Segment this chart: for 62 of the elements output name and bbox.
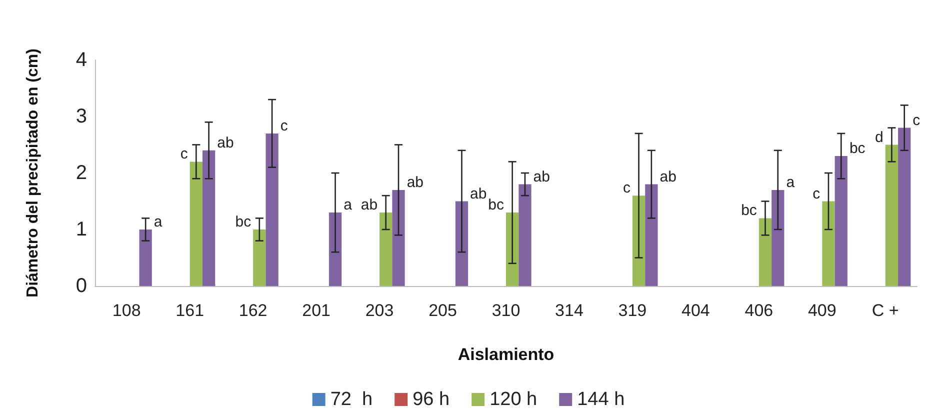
bar <box>632 196 646 286</box>
bar <box>898 128 911 286</box>
bar <box>392 190 405 286</box>
bar <box>506 212 519 286</box>
data-label: a <box>154 214 163 230</box>
data-label: ab <box>360 196 378 214</box>
bar <box>455 201 468 286</box>
data-label: ab <box>660 168 676 186</box>
x-tick-label: 108 <box>112 301 141 320</box>
x-tick-label: 314 <box>555 301 584 320</box>
bar <box>190 162 202 286</box>
legend-label: 144 h <box>577 389 625 410</box>
data-label: a <box>344 196 353 214</box>
y-axis-title: Diámetro del precipitado en (cm) <box>24 48 42 298</box>
data-label: bc <box>488 196 504 214</box>
data-label: c <box>912 112 921 129</box>
bar <box>139 230 152 286</box>
legend-label: 96 h <box>412 389 450 410</box>
x-tick-label: 409 <box>808 301 836 320</box>
x-tick-label: 203 <box>365 301 394 320</box>
bar <box>518 184 532 286</box>
y-tick-label: 0 <box>76 275 87 297</box>
data-label: ab <box>470 185 487 202</box>
data-label: d <box>875 128 884 146</box>
data-label: a <box>786 174 796 191</box>
data-label: c <box>812 185 821 202</box>
bar <box>380 212 392 286</box>
y-tick-label: 1 <box>76 218 87 240</box>
data-label: ab <box>406 174 424 191</box>
y-tick-label: 2 <box>76 162 87 184</box>
bar <box>885 144 898 286</box>
legend-label: 72 h <box>330 389 373 410</box>
x-tick-label: 406 <box>744 301 774 320</box>
y-tick-label: 3 <box>76 106 87 128</box>
x-tick-label: 404 <box>682 301 710 320</box>
bar <box>253 230 266 286</box>
x-tick-label: 319 <box>618 301 647 320</box>
data-label: c <box>180 146 188 163</box>
bar <box>645 184 658 286</box>
data-label: c <box>622 180 631 197</box>
x-tick-label: 162 <box>238 301 268 320</box>
y-tick-label: 4 <box>76 49 87 71</box>
bar <box>834 156 848 286</box>
data-label: c <box>280 117 288 134</box>
data-label: bc <box>235 214 252 230</box>
bar <box>328 212 342 286</box>
data-label: ab <box>533 168 550 186</box>
x-tick-label: 161 <box>176 301 204 320</box>
data-label: bc <box>741 202 758 220</box>
bar <box>266 133 278 286</box>
x-tick-label: 310 <box>492 301 520 320</box>
bar <box>822 201 835 286</box>
legend-label: 120 h <box>490 389 538 410</box>
bar <box>202 150 216 286</box>
data-label: bc <box>849 140 866 158</box>
x-tick-label: C + <box>872 301 899 320</box>
data-label: ab <box>217 134 234 152</box>
x-tick-label: 205 <box>428 301 457 320</box>
bar <box>772 190 784 286</box>
x-axis-title: Aislamiento <box>458 345 554 364</box>
x-tick-label: 201 <box>302 301 330 320</box>
bar <box>758 218 772 286</box>
